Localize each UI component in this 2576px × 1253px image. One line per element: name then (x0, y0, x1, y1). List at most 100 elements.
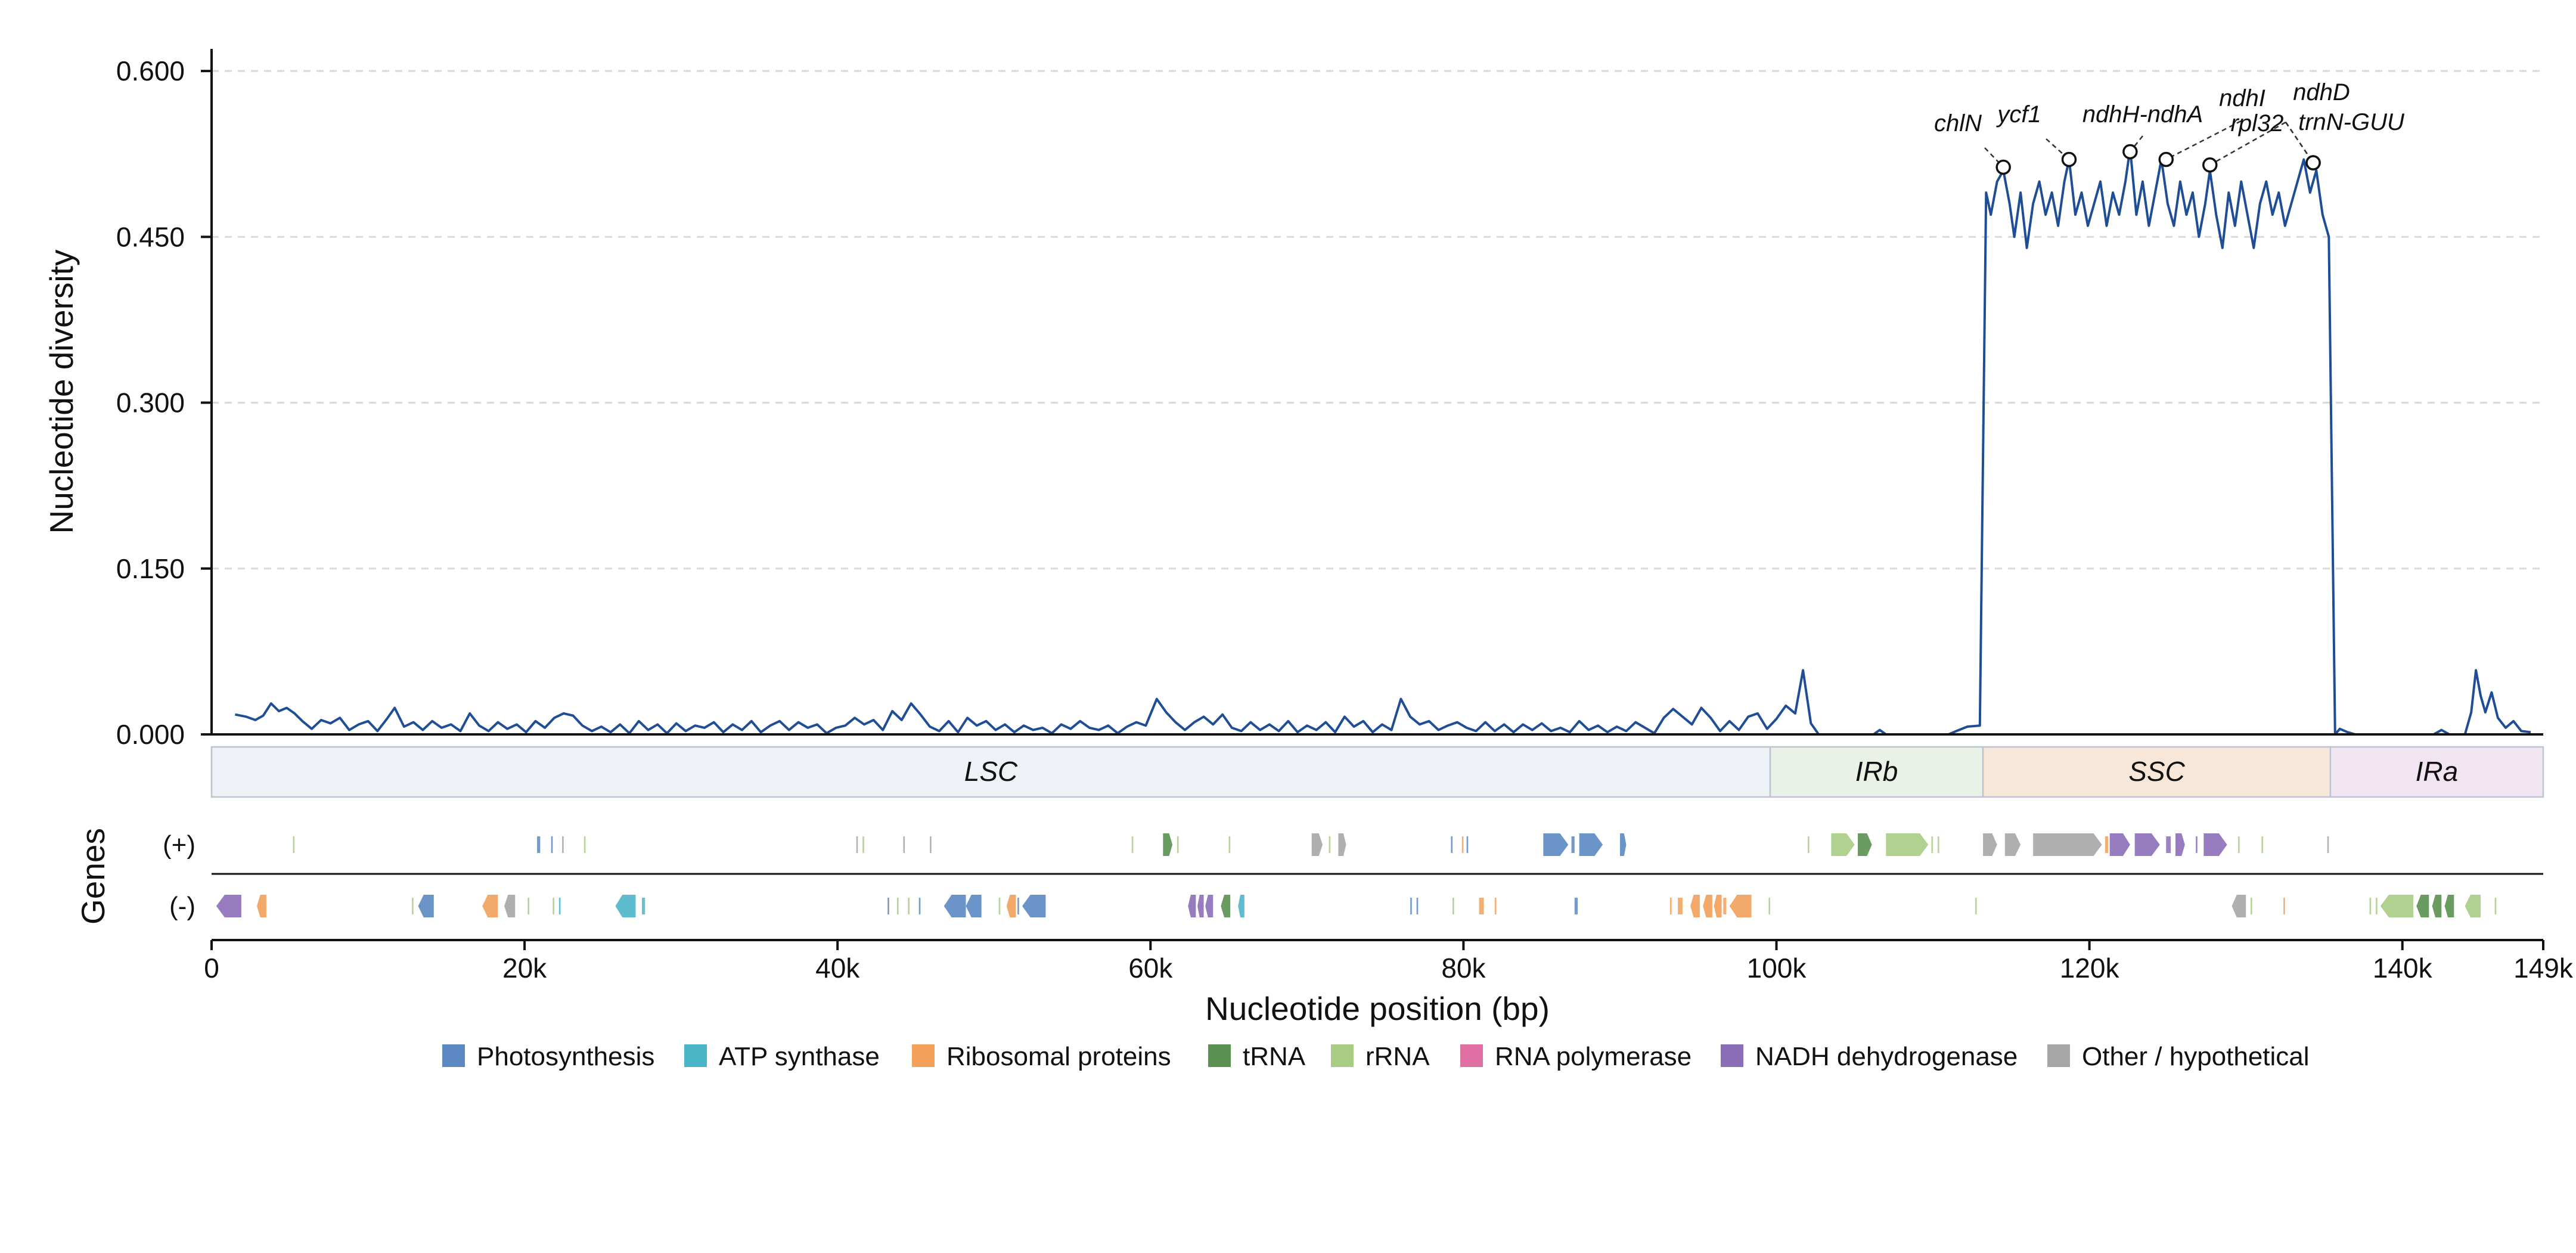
genome-region-bar: LSC IRb SSC IRa (210, 746, 2544, 798)
gene-mark (1461, 836, 1464, 853)
gene-mark (482, 895, 498, 917)
gene-mark (1017, 898, 1019, 914)
gene-mark (856, 836, 858, 853)
gene-mark (504, 895, 516, 917)
gene-mark (1131, 836, 1134, 853)
gene-mark (2369, 898, 2372, 914)
gene-mark (2327, 836, 2329, 853)
legend-label: tRNA (1243, 1042, 1306, 1071)
gene-mark (966, 895, 982, 917)
region-label: IRa (2416, 756, 2459, 787)
y-tick-label: 0.150 (116, 553, 185, 584)
gene-mark (2033, 833, 2102, 856)
gene-mark (2232, 895, 2246, 917)
gene-mark (1188, 895, 1196, 917)
gene-mark (1416, 898, 1419, 914)
legend-swatch (1721, 1044, 1743, 1067)
legend-swatch (2047, 1044, 2070, 1067)
gene-mark (1768, 898, 1771, 914)
gene-mark (1338, 833, 1346, 856)
x-axis-ticks: 0 20k 40k 60k 80k 100k 120k 140k 149k (204, 940, 2574, 984)
legend-swatch (1460, 1044, 1483, 1067)
gene-mark (1723, 898, 1727, 914)
legend: Photosynthesis ATP synthase Ribosomal prot… (442, 1042, 2310, 1071)
gene-mark (1311, 833, 1323, 856)
peak-marker (2305, 155, 2321, 170)
gene-mark (2109, 833, 2130, 856)
gene-mark (418, 895, 434, 917)
peak-marker (2122, 144, 2138, 160)
gene-mark (2196, 836, 2198, 853)
gene-mark (412, 898, 414, 914)
gene-mark (1620, 833, 1627, 856)
gene-mark (551, 836, 553, 853)
gene-mark (1574, 898, 1578, 914)
gene-mark (1669, 898, 1672, 914)
y-axis-ticks: 0.000 0.150 0.300 0.450 0.600 (116, 55, 212, 750)
gene-mark (2444, 895, 2454, 917)
gene-mark (2134, 833, 2160, 856)
y-gridlines (212, 70, 2543, 570)
gene-mark (1579, 833, 1603, 856)
gene-mark (293, 836, 295, 853)
gene-mark (615, 895, 636, 917)
gene-mark (903, 836, 905, 853)
gene-mark (2432, 895, 2442, 917)
gene-mark (1729, 895, 1752, 917)
gene-mark (2465, 895, 2481, 917)
y-axis-title: Nucleotide diversity (43, 249, 80, 534)
peak-label: ndhI (2219, 85, 2265, 111)
plus-strand-label: (+) (163, 830, 195, 860)
x-tick-label: 100k (1747, 953, 1807, 984)
gene-mark (257, 895, 266, 917)
legend-swatch (912, 1044, 935, 1067)
x-tick-label: 149k (2513, 953, 2574, 984)
legend-label: Ribosomal proteins (946, 1042, 1171, 1071)
gene-mark (1678, 898, 1683, 914)
x-axis-title: Nucleotide position (bp) (1205, 990, 1550, 1027)
peak-marker (2061, 151, 2077, 168)
gene-mark (908, 898, 910, 914)
gene-mark (537, 836, 541, 853)
legend-swatch (1331, 1044, 1354, 1067)
gene-mark (2203, 833, 2227, 856)
gene-mark (1808, 836, 1810, 853)
gene-mark (1690, 895, 1700, 917)
x-tick-label: 80k (1441, 953, 1486, 984)
legend-swatch (684, 1044, 707, 1067)
gene-mark (1205, 895, 1213, 917)
gene-mark (2416, 895, 2429, 917)
gene-track (216, 833, 2497, 917)
gene-mark (944, 895, 966, 917)
region-label: LSC (964, 756, 1018, 787)
legend-label: RNA polymerase (1495, 1042, 1692, 1071)
gene-mark (642, 898, 645, 914)
x-tick-label: 20k (502, 953, 547, 984)
region-block (210, 746, 1771, 798)
y-tick-label: 0.600 (116, 55, 185, 86)
gene-mark (216, 895, 241, 917)
legend-label: NADH dehydrogenase (1755, 1042, 2018, 1071)
gene-mark (1479, 898, 1484, 914)
legend-label: ATP synthase (719, 1042, 880, 1071)
diversity-line-plot (235, 147, 2531, 736)
peak-label: rpl32 (2231, 110, 2284, 137)
gene-mark (1022, 895, 1046, 917)
gene-mark (2166, 836, 2171, 853)
gene-mark (1571, 836, 1575, 853)
gene-mark (887, 898, 889, 914)
gene-mark (862, 836, 864, 853)
legend-swatch (1208, 1044, 1231, 1067)
gene-mark (1543, 833, 1569, 856)
y-tick-label: 0.450 (116, 221, 185, 252)
gene-mark (1177, 836, 1179, 853)
x-tick-label: 60k (1128, 953, 1173, 984)
gene-mark (1886, 833, 1929, 856)
gene-mark (1221, 895, 1231, 917)
gene-mark (562, 836, 564, 853)
gene-mark (2175, 833, 2185, 856)
peak-label: trnN-GUU (2298, 109, 2405, 135)
gene-mark (527, 898, 529, 914)
gene-mark (1931, 836, 1933, 853)
